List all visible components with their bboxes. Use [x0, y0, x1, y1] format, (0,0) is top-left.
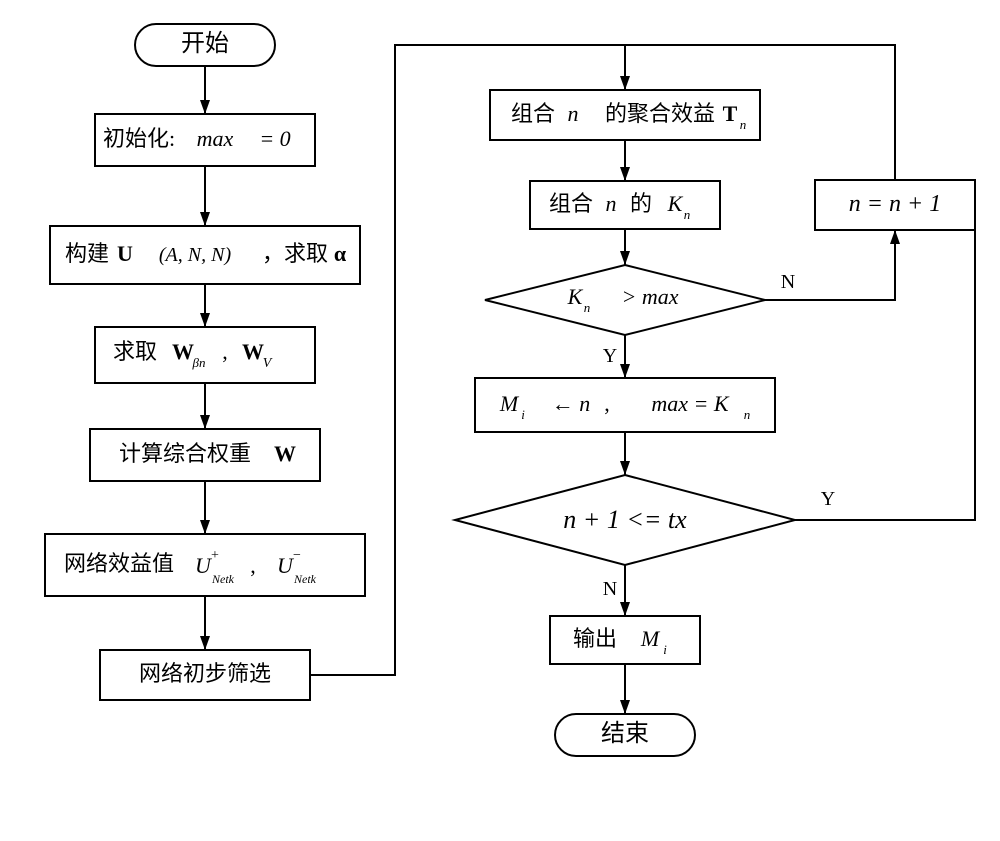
edge-label-cmp-assign: Y [603, 345, 617, 367]
node-unet-text-4: , [250, 553, 256, 578]
node-inc-text-0: n = n + 1 [849, 191, 941, 217]
node-end: 结束 [555, 714, 695, 756]
node-Tn: 组合 n 的聚合效益 Tn [490, 90, 760, 140]
node-init-text-2: = 0 [259, 126, 290, 151]
node-init: 初始化: max = 0 [95, 114, 315, 166]
node-filter-text-0: 网络初步筛选 [139, 661, 271, 686]
node-Kn-text-1: n [606, 191, 617, 216]
node-start-text-0: 开始 [181, 30, 229, 57]
arrowhead [200, 636, 210, 650]
arrowhead [200, 415, 210, 429]
node-inc: n = n + 1 [815, 180, 975, 230]
node-Kn-text-3: K [667, 191, 684, 216]
node-buildU-text-4: α [334, 241, 347, 266]
node-wbeta-text-2: βn [192, 355, 206, 370]
node-init-text-1: max [197, 126, 234, 151]
node-out: 输出 Mi [550, 616, 700, 664]
node-Tn-text-4: n [740, 117, 747, 132]
node-wbeta-text-0: 求取 [113, 339, 157, 364]
node-wbeta-text-5: V [263, 356, 273, 371]
arrowhead [620, 167, 630, 181]
node-assign-text-3: , [604, 391, 610, 416]
node-buildU-text-1: U [117, 241, 133, 266]
node-assign-text-2: ← n [552, 391, 591, 416]
node-buildU-text-2: (A, N, N) [159, 244, 232, 266]
node-Kn-text-2: 的 [630, 191, 652, 216]
node-assign-text-5: n [744, 407, 751, 422]
edge-label-cmp-inc: N [781, 271, 795, 293]
node-loop-text-0: n + 1 <= tx [563, 505, 687, 534]
node-assign: Mi ← n, max = K n [475, 378, 775, 432]
node-buildU: 构建 U (A, N, N) ，求取α [50, 226, 360, 284]
node-buildU-text-3: ，求取 [262, 241, 328, 266]
node-Kn: 组合n的Kn [530, 181, 720, 229]
arrowhead [620, 700, 630, 714]
node-wbeta-text-3: , [222, 339, 228, 364]
node-wbeta-text-1: W [172, 339, 194, 364]
node-unet-text-3: Netk [211, 572, 235, 586]
node-out-text-2: i [663, 642, 667, 657]
process-assign [475, 378, 775, 432]
node-out-text-0: 输出 [573, 626, 617, 651]
arrowhead [200, 212, 210, 226]
node-Tn-text-3: T [723, 101, 738, 126]
node-Tn-text-1: n [568, 101, 579, 126]
node-Tn-text-2: 的聚合效益 [605, 101, 715, 126]
node-init-text-0: 初始化: [103, 126, 175, 151]
arrowhead [620, 461, 630, 475]
node-weight-text-0: 计算综合权重 [119, 441, 251, 466]
arrowhead [620, 76, 630, 90]
node-Kn-text-0: 组合 [549, 191, 593, 216]
arrowhead [200, 520, 210, 534]
arrowhead [200, 313, 210, 327]
edge-loop-inc [795, 205, 975, 520]
node-end-text-0: 结束 [601, 720, 649, 747]
arrowhead [620, 364, 630, 378]
node-cmp: Kn > max [485, 265, 765, 335]
node-Tn-text-0: 组合 [511, 101, 555, 126]
node-cmp-text-0: K [567, 284, 584, 309]
node-assign-text-1: i [521, 407, 525, 422]
arrowhead [620, 251, 630, 265]
node-start: 开始 [135, 24, 275, 66]
edge-label-loop-inc: Y [821, 488, 835, 510]
node-weight-text-1: W [274, 441, 296, 466]
node-unet-text-2: + [211, 548, 219, 563]
node-assign-text-0: M [499, 391, 520, 416]
node-weight: 计算综合权重 W [90, 429, 320, 481]
node-unet-text-6: − [293, 548, 301, 563]
edge-label-loop-out: N [603, 578, 617, 600]
arrowhead [890, 230, 900, 244]
arrowhead [200, 100, 210, 114]
node-Kn-text-4: n [684, 207, 691, 222]
node-unet: 网络效益值U+Netk,U−Netk [45, 534, 365, 596]
node-loop: n + 1 <= tx [455, 475, 795, 565]
node-filter: 网络初步筛选 [100, 650, 310, 700]
node-out-text-1: M [640, 626, 661, 651]
node-unet-text-7: Netk [293, 572, 317, 586]
node-assign-text-4: max = K [651, 391, 729, 416]
node-cmp-text-2: > max [622, 284, 679, 309]
node-cmp-text-1: n [584, 300, 591, 315]
arrowhead [620, 602, 630, 616]
node-unet-text-0: 网络效益值 [64, 551, 174, 576]
node-wbeta: 求取Wβn,WV [95, 327, 315, 383]
node-buildU-text-0: 构建 [65, 241, 109, 266]
node-wbeta-text-4: W [242, 339, 264, 364]
